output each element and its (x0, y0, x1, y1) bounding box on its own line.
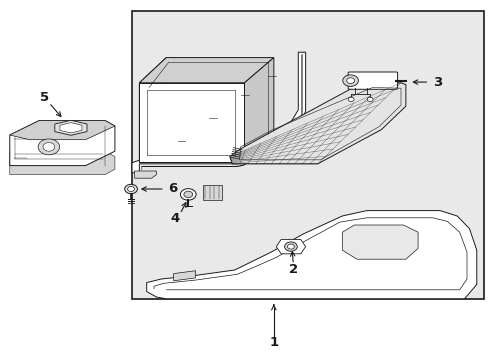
Polygon shape (132, 52, 305, 173)
Circle shape (287, 244, 294, 249)
Circle shape (347, 97, 353, 102)
Circle shape (43, 143, 55, 151)
Polygon shape (10, 151, 115, 175)
Polygon shape (203, 185, 222, 200)
Text: 5: 5 (41, 91, 49, 104)
Polygon shape (244, 58, 273, 162)
Polygon shape (342, 225, 417, 259)
Circle shape (284, 242, 297, 251)
Polygon shape (276, 239, 305, 254)
Polygon shape (139, 137, 273, 162)
Polygon shape (139, 58, 273, 83)
Text: 6: 6 (168, 183, 177, 195)
Polygon shape (60, 123, 82, 133)
Circle shape (183, 191, 192, 198)
Polygon shape (55, 120, 87, 135)
Polygon shape (10, 121, 115, 140)
Circle shape (127, 186, 134, 192)
Text: 2: 2 (288, 263, 297, 276)
Text: 4: 4 (170, 212, 179, 225)
Polygon shape (229, 83, 405, 164)
Polygon shape (134, 171, 156, 178)
Bar (132, 11, 483, 299)
Circle shape (180, 189, 196, 200)
Circle shape (366, 97, 372, 102)
Text: 3: 3 (433, 76, 442, 89)
Polygon shape (173, 271, 195, 281)
Polygon shape (146, 211, 476, 299)
Circle shape (342, 75, 358, 86)
Text: 1: 1 (269, 336, 278, 349)
Circle shape (124, 184, 137, 194)
Circle shape (346, 78, 354, 84)
Polygon shape (139, 83, 244, 162)
Polygon shape (10, 121, 115, 166)
Circle shape (38, 139, 60, 155)
FancyBboxPatch shape (347, 72, 397, 89)
Polygon shape (139, 58, 166, 162)
